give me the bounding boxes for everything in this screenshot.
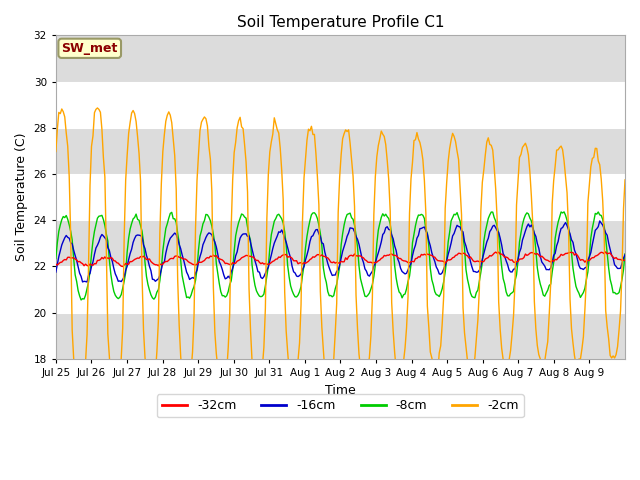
Text: SW_met: SW_met <box>61 42 118 55</box>
X-axis label: Time: Time <box>325 384 356 396</box>
Bar <box>56 220 625 266</box>
Bar <box>56 312 625 359</box>
Bar <box>56 36 625 82</box>
Bar <box>56 128 625 174</box>
Title: Soil Temperature Profile C1: Soil Temperature Profile C1 <box>237 15 444 30</box>
Legend: -32cm, -16cm, -8cm, -2cm: -32cm, -16cm, -8cm, -2cm <box>157 395 524 418</box>
Y-axis label: Soil Temperature (C): Soil Temperature (C) <box>15 133 28 262</box>
